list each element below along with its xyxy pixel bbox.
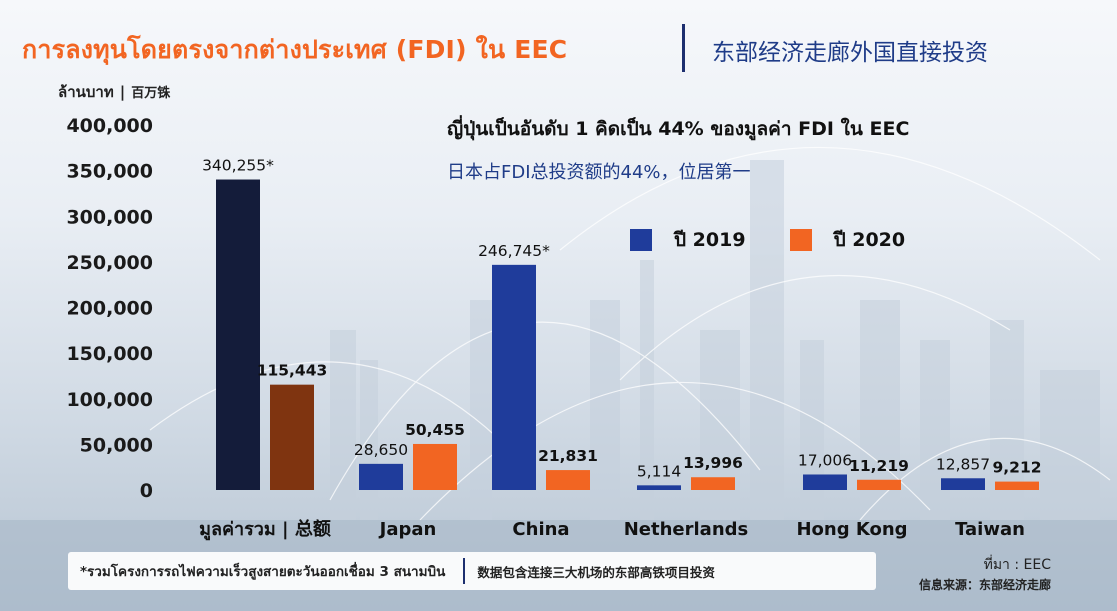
legend-swatch-2019 <box>630 229 652 251</box>
y-tick-label: 200,000 <box>66 298 153 320</box>
page-title-th: การลงทุนโดยตรงจากต่างประเทศ (FDI) ใน EEC <box>22 35 568 64</box>
y-tick-label: 250,000 <box>66 252 153 274</box>
data-label-2019-2: 246,745* <box>478 242 550 260</box>
legend-label-2019: ปี 2019 <box>674 229 746 251</box>
source-cn: 信息来源：东部经济走廊 <box>918 578 1051 592</box>
bar-2020-1 <box>413 443 457 490</box>
bar-2019-2 <box>492 264 536 490</box>
source-th: ที่มา : EEC <box>983 557 1051 573</box>
y-tick-label: 400,000 <box>66 115 153 137</box>
unit-cn: 百万铢 <box>131 86 171 101</box>
x-category-label: Taiwan <box>955 519 1025 540</box>
data-label-2020-4: 11,219 <box>849 457 909 475</box>
footnote-divider <box>463 558 466 584</box>
bar-2019-5 <box>941 478 985 490</box>
data-label-2020-3: 13,996 <box>683 454 743 472</box>
x-category-label: China <box>512 519 569 540</box>
page-title-cn: 东部经济走廊外国直接投资 <box>712 40 988 66</box>
legend-swatch-2020 <box>789 229 812 251</box>
headline-th: ญี่ปุ่นเป็นอันดับ 1 คิดเป็น 44% ของมูลค่… <box>447 118 910 140</box>
data-label-2019-1: 28,650 <box>354 441 408 459</box>
footnote-th: *รวมโครงการรถไฟความเร็วสูงสายตะวันออกเชื… <box>80 564 446 580</box>
x-category-label: Hong Kong <box>796 519 907 540</box>
data-label-2020-2: 21,831 <box>538 447 598 465</box>
bar-2020-4 <box>857 479 901 490</box>
y-tick-label: 350,000 <box>66 161 153 183</box>
bar-2019-1 <box>359 463 403 490</box>
y-tick-label: 100,000 <box>66 389 153 411</box>
x-category-label: มูลค่ารวม | 总额 <box>199 518 331 541</box>
title-divider <box>682 24 685 72</box>
y-tick-label: 0 <box>140 480 153 502</box>
data-label-2020-1: 50,455 <box>405 421 465 439</box>
bar-2020-2 <box>546 470 590 490</box>
x-category-label: Japan <box>378 519 437 540</box>
unit-separator: | <box>119 83 126 101</box>
y-tick-label: 50,000 <box>80 434 153 456</box>
legend-label-2020: ปี 2020 <box>833 229 906 251</box>
y-tick-label: 300,000 <box>66 206 153 228</box>
data-label-2019-0: 340,255* <box>202 157 274 175</box>
bar-2020-3 <box>691 477 735 490</box>
bar-2019-3 <box>637 485 681 490</box>
footnote-box: *รวมโครงการรถไฟความเร็วสูงสายตะวันออกเชื… <box>68 552 876 590</box>
data-label-2019-3: 5,114 <box>637 462 681 480</box>
legend-item-2019: ปี 2019 <box>630 225 746 255</box>
data-label-2020-0: 115,443 <box>257 362 328 380</box>
y-tick-label: 150,000 <box>66 343 153 365</box>
data-label-2019-4: 17,006 <box>798 451 852 469</box>
chart-legend: ปี 2019 ปี 2020 <box>630 226 949 254</box>
legend-item-2020: ปี 2020 <box>789 225 906 255</box>
footnote-cn: 数据包含连接三大机场的东部高铁项目投资 <box>477 564 715 580</box>
data-label-2020-5: 9,212 <box>992 459 1041 477</box>
bar-2019-4 <box>803 474 847 490</box>
x-category-label: Netherlands <box>624 519 749 540</box>
bar-2019-0 <box>216 179 260 490</box>
bar-2020-0 <box>270 384 314 490</box>
bar-2020-5 <box>995 481 1039 490</box>
headline-cn: 日本占FDI总投资额的44%，位居第一 <box>447 162 751 183</box>
unit-th: ล้านบาท <box>58 83 114 101</box>
y-axis-unit-label: ล้านบาท | 百万铢 <box>58 80 170 104</box>
data-label-2019-5: 12,857 <box>936 455 990 473</box>
